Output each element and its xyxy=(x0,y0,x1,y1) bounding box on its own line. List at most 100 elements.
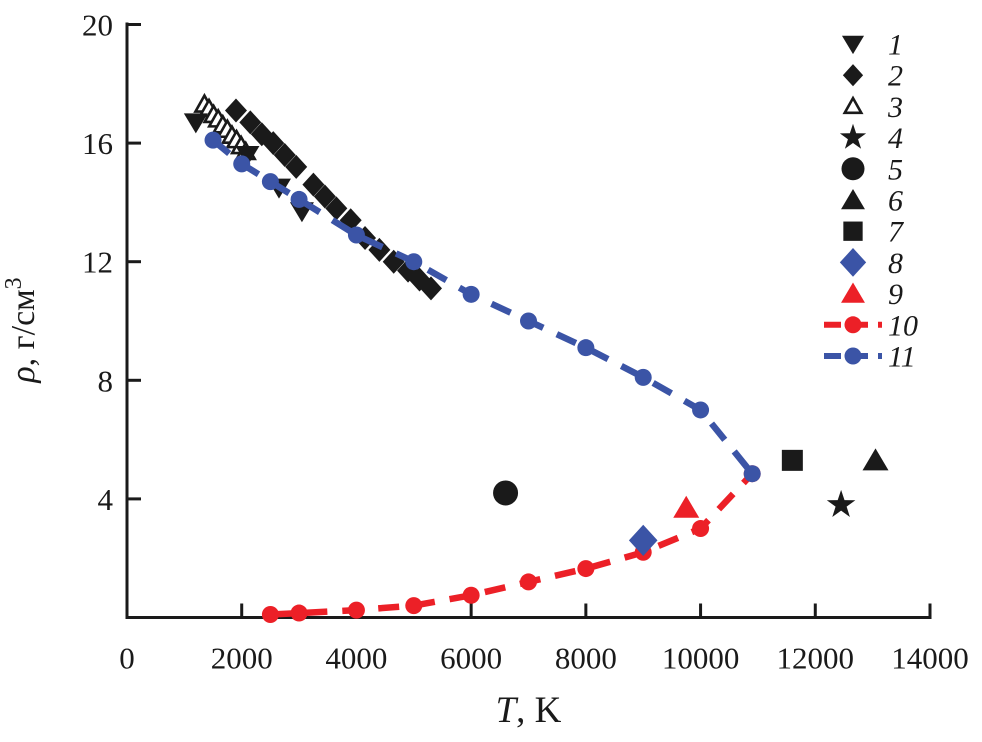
series-7-marker xyxy=(781,449,803,471)
legend-entry-10: 10 xyxy=(824,309,918,342)
legend-marker-2 xyxy=(842,64,864,87)
series-10-marker xyxy=(577,560,595,578)
y-tick-label: 16 xyxy=(82,126,113,161)
x-tick-label: 2000 xyxy=(211,641,273,676)
legend-label: 1 xyxy=(888,29,903,62)
y-tick-label: 8 xyxy=(98,363,114,398)
series-2 xyxy=(224,98,442,301)
series-10-marker xyxy=(405,597,423,615)
y-tick-label: 4 xyxy=(98,482,114,517)
series-2-marker xyxy=(285,154,308,179)
series-2-marker xyxy=(382,249,405,274)
series-10-marker xyxy=(520,573,537,591)
y-tick-label: 12 xyxy=(82,245,113,280)
series-5 xyxy=(493,480,519,506)
legend-marker-6 xyxy=(841,188,865,210)
legend-marker-9 xyxy=(841,282,865,303)
series-10-marker xyxy=(692,520,710,538)
x-tick-label: 8000 xyxy=(555,641,617,676)
legend-label: 7 xyxy=(888,216,905,249)
series-10-marker xyxy=(462,586,480,604)
series-10-marker xyxy=(261,606,279,624)
series-11-marker xyxy=(634,368,652,386)
y-axis-label: ρ, г/см3 xyxy=(1,277,42,383)
series-9 xyxy=(673,495,700,518)
series-5-marker xyxy=(493,480,519,506)
y-tick-label: 20 xyxy=(82,8,113,43)
x-tick-label: 12000 xyxy=(777,641,855,676)
series-8-marker xyxy=(628,524,658,557)
series-2-marker xyxy=(302,172,325,197)
series-11-marker xyxy=(290,190,308,208)
series-11-marker xyxy=(520,312,537,330)
legend-label: 5 xyxy=(888,153,903,186)
legend-label: 3 xyxy=(887,91,903,124)
series-7 xyxy=(781,449,803,471)
x-axis-label: T, K xyxy=(496,690,562,731)
legend-label: 8 xyxy=(888,247,903,280)
legend-label: 10 xyxy=(888,309,918,342)
legend-marker-4 xyxy=(839,123,867,149)
x-tick-label: 0 xyxy=(119,641,135,676)
series-11-marker xyxy=(261,173,279,191)
legend-label: 9 xyxy=(888,278,903,311)
legend-entry-3: 3 xyxy=(842,91,903,124)
legend-entry-2: 2 xyxy=(842,60,903,93)
legend-marker-8 xyxy=(839,248,867,277)
legend-marker-10 xyxy=(844,316,862,334)
series-11-line xyxy=(210,137,755,476)
legend-marker-11 xyxy=(844,347,862,365)
legend-label: 11 xyxy=(888,341,916,374)
series-11-marker xyxy=(743,465,761,483)
series-4 xyxy=(826,489,856,517)
legend-marker-7 xyxy=(843,221,863,241)
legend-entry-4: 4 xyxy=(839,122,903,155)
series-11 xyxy=(204,131,761,483)
legend-marker-5 xyxy=(841,157,865,181)
series-11-marker xyxy=(405,253,423,271)
series-2-marker xyxy=(325,196,348,221)
series-11-marker xyxy=(577,339,595,357)
legend-marker-3 xyxy=(842,95,864,115)
series-4-marker xyxy=(826,489,856,517)
legend-entry-5: 5 xyxy=(841,153,903,186)
series-11-marker xyxy=(347,226,365,244)
series-1-marker xyxy=(235,145,260,166)
series-2-marker xyxy=(224,98,247,123)
legend-entry-9: 9 xyxy=(841,278,903,311)
series-11-marker xyxy=(692,401,710,419)
legend-entry-11: 11 xyxy=(824,341,916,374)
series-2-marker xyxy=(313,184,336,209)
x-tick-label: 14000 xyxy=(891,641,969,676)
series-11-marker xyxy=(462,285,480,303)
series-2-marker xyxy=(262,131,285,156)
x-tick-label: 6000 xyxy=(440,641,502,676)
series-11-marker xyxy=(204,131,222,149)
series-10-line xyxy=(270,471,755,618)
legend-label: 2 xyxy=(888,60,903,93)
legend-entry-1: 1 xyxy=(841,29,903,62)
legend-entry-6: 6 xyxy=(841,185,903,218)
series-11-marker xyxy=(233,155,251,173)
legend-marker-1 xyxy=(841,35,865,55)
series-10-marker xyxy=(290,604,308,622)
series-8 xyxy=(628,524,658,557)
series-10-marker xyxy=(347,601,365,619)
series-2-marker xyxy=(419,276,442,301)
x-tick-label: 10000 xyxy=(662,641,740,676)
series-6-marker xyxy=(862,448,889,471)
x-tick-label: 4000 xyxy=(325,641,387,676)
series-2-marker xyxy=(239,110,262,135)
series-1-marker xyxy=(183,113,208,134)
series-2-marker xyxy=(273,142,296,167)
legend-label: 4 xyxy=(888,122,903,155)
legend-label: 6 xyxy=(888,185,903,218)
series-6 xyxy=(862,448,889,471)
legend-entry-7: 7 xyxy=(843,216,905,249)
legend-entry-8: 8 xyxy=(839,247,903,280)
series-9-marker xyxy=(673,495,700,518)
